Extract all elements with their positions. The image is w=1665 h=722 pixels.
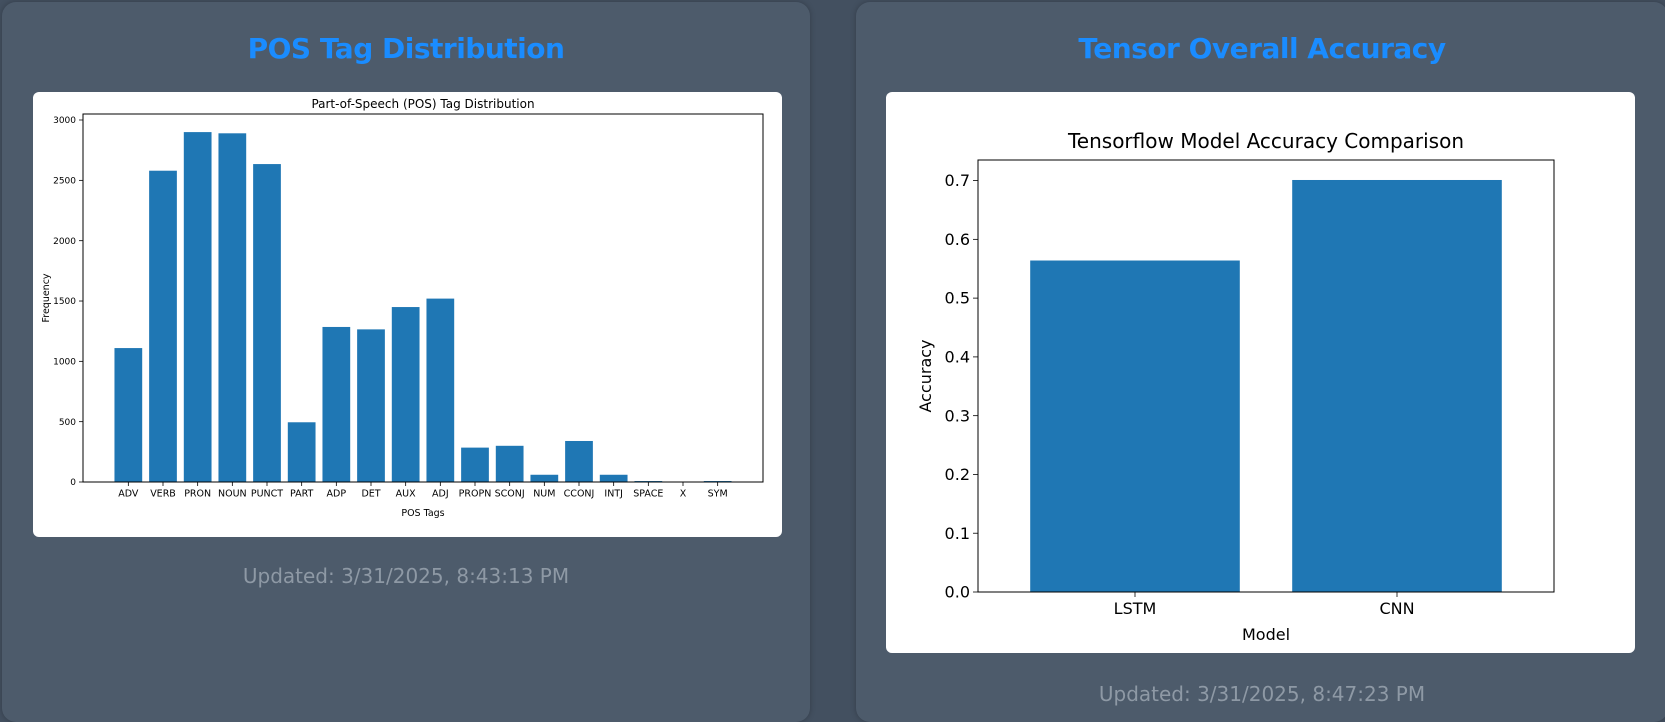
y-tick-label: 0.4 [945,347,970,366]
bar-det [357,329,385,482]
x-tick-label: PART [290,489,314,500]
y-tick-label: 2500 [53,177,76,187]
x-tick-label: ADV [118,489,139,500]
x-tick-label: PROPN [459,489,492,500]
x-tick-label: LSTM [1114,599,1157,618]
bar-punct [253,164,281,482]
y-tick-label: 1500 [53,297,76,307]
x-tick-label: SCONJ [495,489,525,500]
x-tick-label: AUX [396,489,416,500]
model-accuracy-bar-chart: Tensorflow Model Accuracy Comparison LSTM… [886,92,1635,653]
y-axis-label: Accuracy [916,339,935,412]
x-tick-label: PUNCT [251,489,283,500]
x-tick-label: X [680,489,687,500]
x-tick-label: PRON [184,489,211,500]
x-tick-label: ADJ [432,489,449,500]
y-tick-label: 0.6 [945,230,970,249]
bar-adj [426,299,454,482]
y-tick-label: 0 [70,478,76,488]
y-axis-label: Frequency [41,273,52,322]
x-axis-label: POS Tags [401,508,444,519]
pos-distribution-card: POS Tag Distribution Part-of-Speech (POS… [2,2,810,722]
pos-chart-container: Part-of-Speech (POS) Tag Distribution ADV… [33,92,782,537]
x-tick-label: ADP [327,489,347,500]
bar-adp [322,327,350,482]
y-tick-label: 0.2 [945,465,970,484]
bar-num [530,475,558,482]
bar-noun [218,133,246,482]
updated-timestamp: Updated: 3/31/2025, 8:43:13 PM [2,564,810,588]
x-tick-label: NOUN [218,489,247,500]
bar-propn [461,448,489,482]
y-tick-label: 500 [59,418,76,428]
chart-title: Tensorflow Model Accuracy Comparison [1067,129,1464,153]
y-tick-label: 2000 [53,237,76,247]
y-tick-label: 0.5 [945,289,970,308]
updated-timestamp: Updated: 3/31/2025, 8:47:23 PM [856,682,1665,706]
x-tick-label: SPACE [633,489,663,500]
accuracy-card: Tensor Overall Accuracy Tensorflow Model… [856,2,1665,722]
bar-adv [114,348,142,482]
bar-cconj [565,441,593,482]
card-title: Tensor Overall Accuracy [856,32,1665,65]
accuracy-chart-container: Tensorflow Model Accuracy Comparison LSTM… [886,92,1635,653]
x-tick-label: NUM [533,489,555,500]
x-tick-label: VERB [150,489,176,500]
y-tick-label: 0.0 [945,583,970,602]
y-tick-label: 0.7 [945,171,970,190]
x-tick-label: INTJ [604,489,623,500]
pos-tag-bar-chart: Part-of-Speech (POS) Tag Distribution ADV… [33,92,782,537]
bar-pron [184,132,212,482]
bar-sconj [496,446,524,482]
x-tick-label: CCONJ [564,489,595,500]
x-tick-label: CNN [1379,599,1414,618]
chart-title: Part-of-Speech (POS) Tag Distribution [311,97,534,111]
y-tick-label: 0.1 [945,524,970,543]
bar-verb [149,171,177,482]
bar-aux [392,307,420,482]
bar-part [288,422,316,482]
y-tick-label: 3000 [53,116,76,126]
y-tick-label: 0.3 [945,406,970,425]
x-tick-label: SYM [708,489,728,500]
bar-intj [600,475,628,482]
x-axis-label: Model [1242,625,1290,644]
bar-lstm [1030,261,1240,592]
bar-cnn [1292,180,1502,592]
y-tick-label: 1000 [53,357,76,367]
x-tick-label: DET [361,489,380,500]
card-title: POS Tag Distribution [2,32,810,65]
